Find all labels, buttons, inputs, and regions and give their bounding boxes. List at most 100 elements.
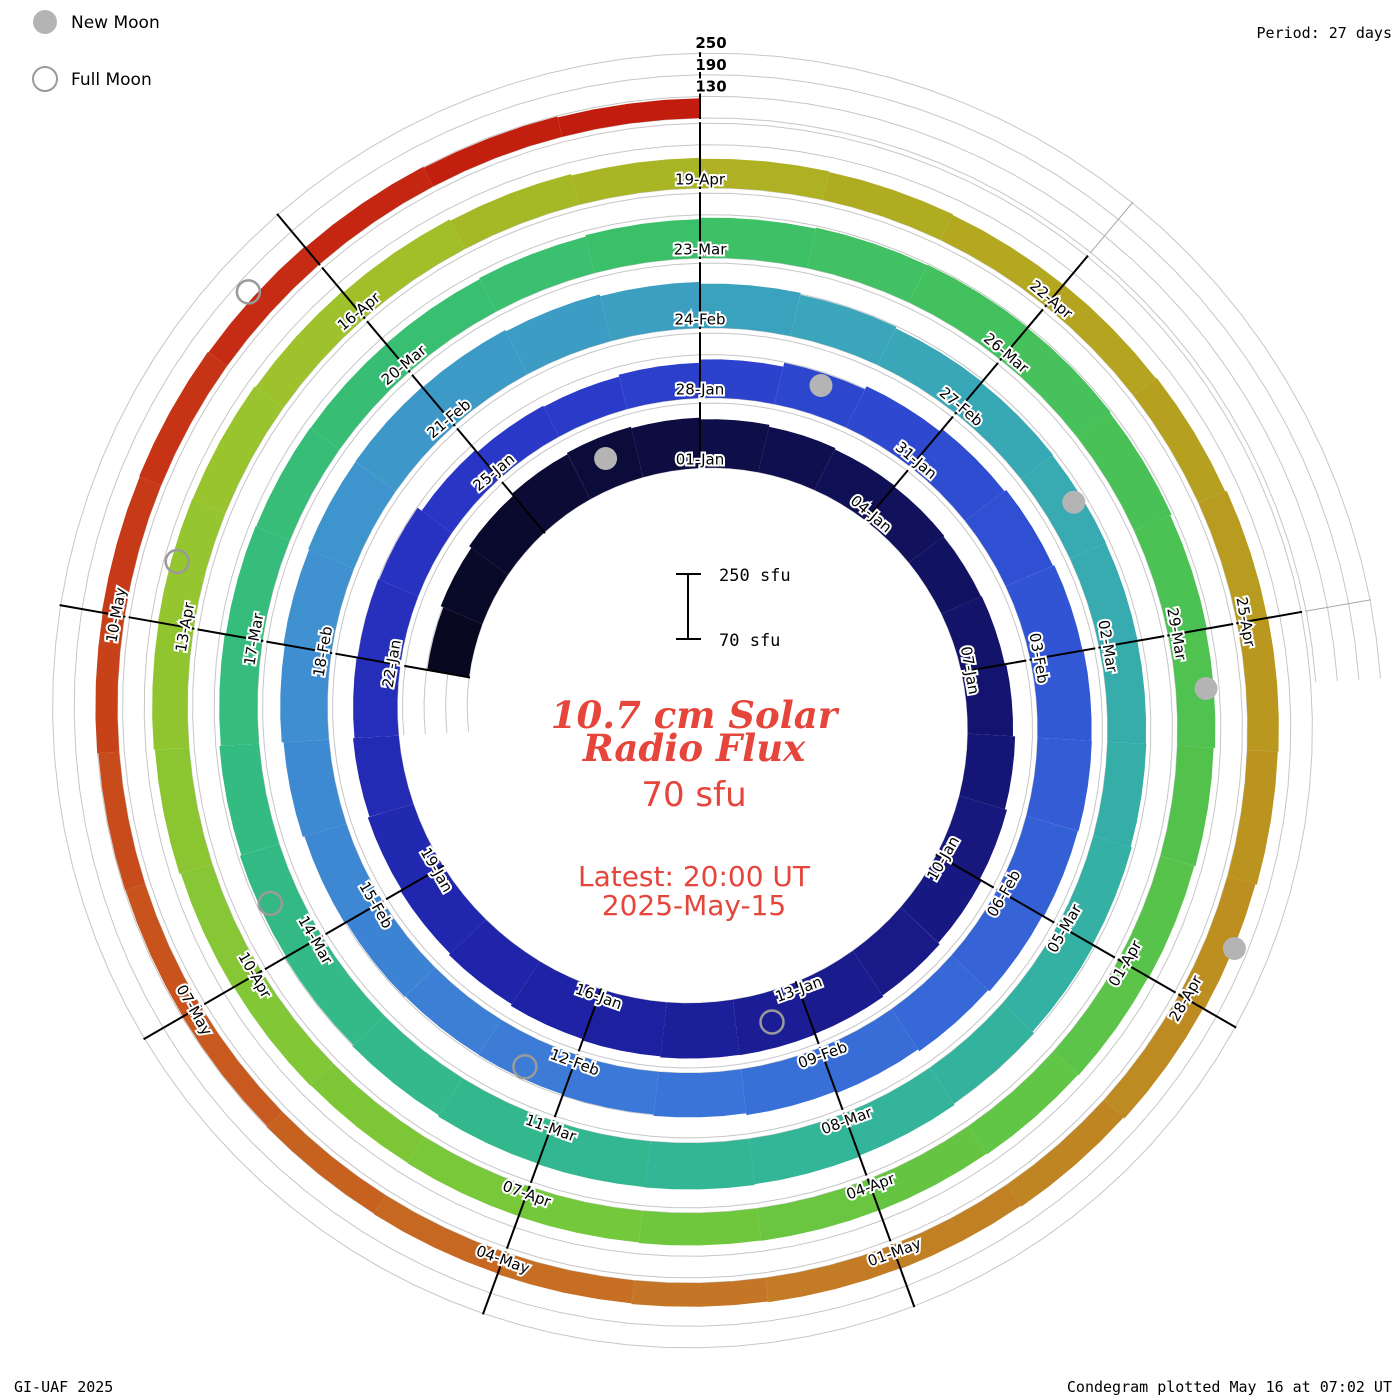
day-segment — [518, 1186, 643, 1243]
day-segment — [732, 982, 816, 1056]
period-tick — [501, 481, 546, 534]
radial-axis-label: 250 — [695, 34, 726, 52]
day-segment — [631, 417, 700, 478]
full-moon-marker — [257, 890, 284, 917]
period-tick — [1305, 599, 1372, 612]
day-segment — [806, 227, 928, 303]
period-tick — [864, 469, 909, 522]
day-segment — [283, 549, 354, 653]
full-moon-marker — [512, 1053, 538, 1080]
day-segment — [1000, 327, 1111, 438]
day-segment — [645, 1138, 755, 1190]
period-tick — [197, 628, 264, 642]
day-segment — [562, 1055, 659, 1115]
period-tick — [128, 616, 195, 630]
period-tick — [456, 427, 501, 481]
day-segment — [965, 490, 1053, 587]
day-segment — [101, 476, 161, 617]
period-tick — [577, 988, 603, 1052]
day-segment — [373, 1195, 506, 1274]
day-segment — [157, 499, 226, 629]
moon-legend: New Moon Full Moon — [32, 10, 160, 92]
period-tick — [1056, 923, 1116, 959]
day-segment — [955, 382, 1054, 479]
latest-date-label: 2025-May-15 — [602, 889, 787, 922]
period-tick — [935, 853, 995, 889]
day-segment — [352, 1015, 463, 1116]
period-tick — [264, 934, 324, 971]
day-segment — [941, 596, 1005, 672]
day-segment — [285, 936, 385, 1045]
day-segment — [152, 622, 194, 750]
day-segment — [891, 1184, 1021, 1269]
period-tick — [505, 1185, 531, 1249]
day-segment — [1070, 543, 1138, 648]
day-segment — [469, 495, 545, 575]
day-segment — [1093, 741, 1147, 847]
date-label: 23-Mar — [674, 241, 728, 259]
day-segment — [427, 607, 483, 678]
day-segment — [820, 1009, 918, 1094]
new-moon-marker — [1194, 677, 1218, 700]
period-tick — [1167, 623, 1234, 637]
period-tick — [404, 664, 471, 679]
period-tick — [321, 266, 366, 320]
period-tick — [909, 415, 954, 469]
day-segment — [405, 967, 502, 1055]
day-segment — [1058, 835, 1132, 945]
day-segment — [700, 283, 801, 336]
day-segment — [700, 359, 784, 405]
day-segment — [182, 1006, 283, 1127]
day-segment — [853, 907, 940, 996]
day-segment — [582, 989, 667, 1057]
day-segment — [305, 166, 433, 265]
period-tick — [890, 1243, 916, 1308]
day-segment — [95, 612, 125, 754]
day-segment — [219, 743, 280, 856]
spiral-layer: 01-Jan04-Jan07-Jan10-Jan13-Jan16-Jan19-J… — [52, 32, 1381, 1349]
period-tick — [999, 308, 1044, 362]
day-segment — [961, 664, 1013, 737]
day-segment — [225, 526, 290, 641]
day-segment — [765, 1245, 901, 1303]
full-moon-marker — [164, 548, 190, 575]
day-segment — [139, 351, 227, 486]
day-segment — [1045, 284, 1156, 396]
day-segment — [280, 644, 332, 743]
day-segment — [638, 1208, 762, 1246]
day-segment — [814, 449, 895, 521]
day-segment — [936, 795, 1007, 880]
period-tick — [276, 213, 321, 266]
day-segment — [844, 1067, 955, 1156]
day-segment — [1237, 617, 1279, 752]
day-segment — [865, 486, 945, 563]
day-segment — [511, 454, 591, 533]
day-segment — [571, 157, 700, 205]
period-tick — [481, 1251, 507, 1315]
day-segment — [1005, 565, 1083, 660]
period-tick — [411, 374, 456, 427]
day-segment — [450, 174, 579, 249]
day-segment — [930, 1003, 1034, 1104]
day-segment — [1198, 490, 1268, 624]
period-tick — [960, 659, 1027, 674]
day-segment — [477, 405, 559, 479]
day-segment — [908, 264, 1028, 360]
day-segment — [266, 1112, 386, 1214]
day-segment — [208, 246, 320, 366]
day-segment — [1006, 1099, 1124, 1207]
day-segment — [1118, 855, 1195, 978]
day-segment — [353, 735, 414, 817]
day-segment — [510, 961, 602, 1040]
period-tick — [1044, 254, 1089, 308]
day-segment — [422, 330, 528, 426]
day-segment — [379, 507, 452, 597]
credit-label: GI-UAF 2025 — [14, 1378, 113, 1396]
day-segment — [346, 901, 436, 997]
day-segment — [997, 815, 1078, 917]
day-segment — [557, 98, 700, 137]
day-segment — [385, 279, 496, 372]
day-segment — [822, 172, 953, 240]
day-segment — [1077, 412, 1172, 531]
